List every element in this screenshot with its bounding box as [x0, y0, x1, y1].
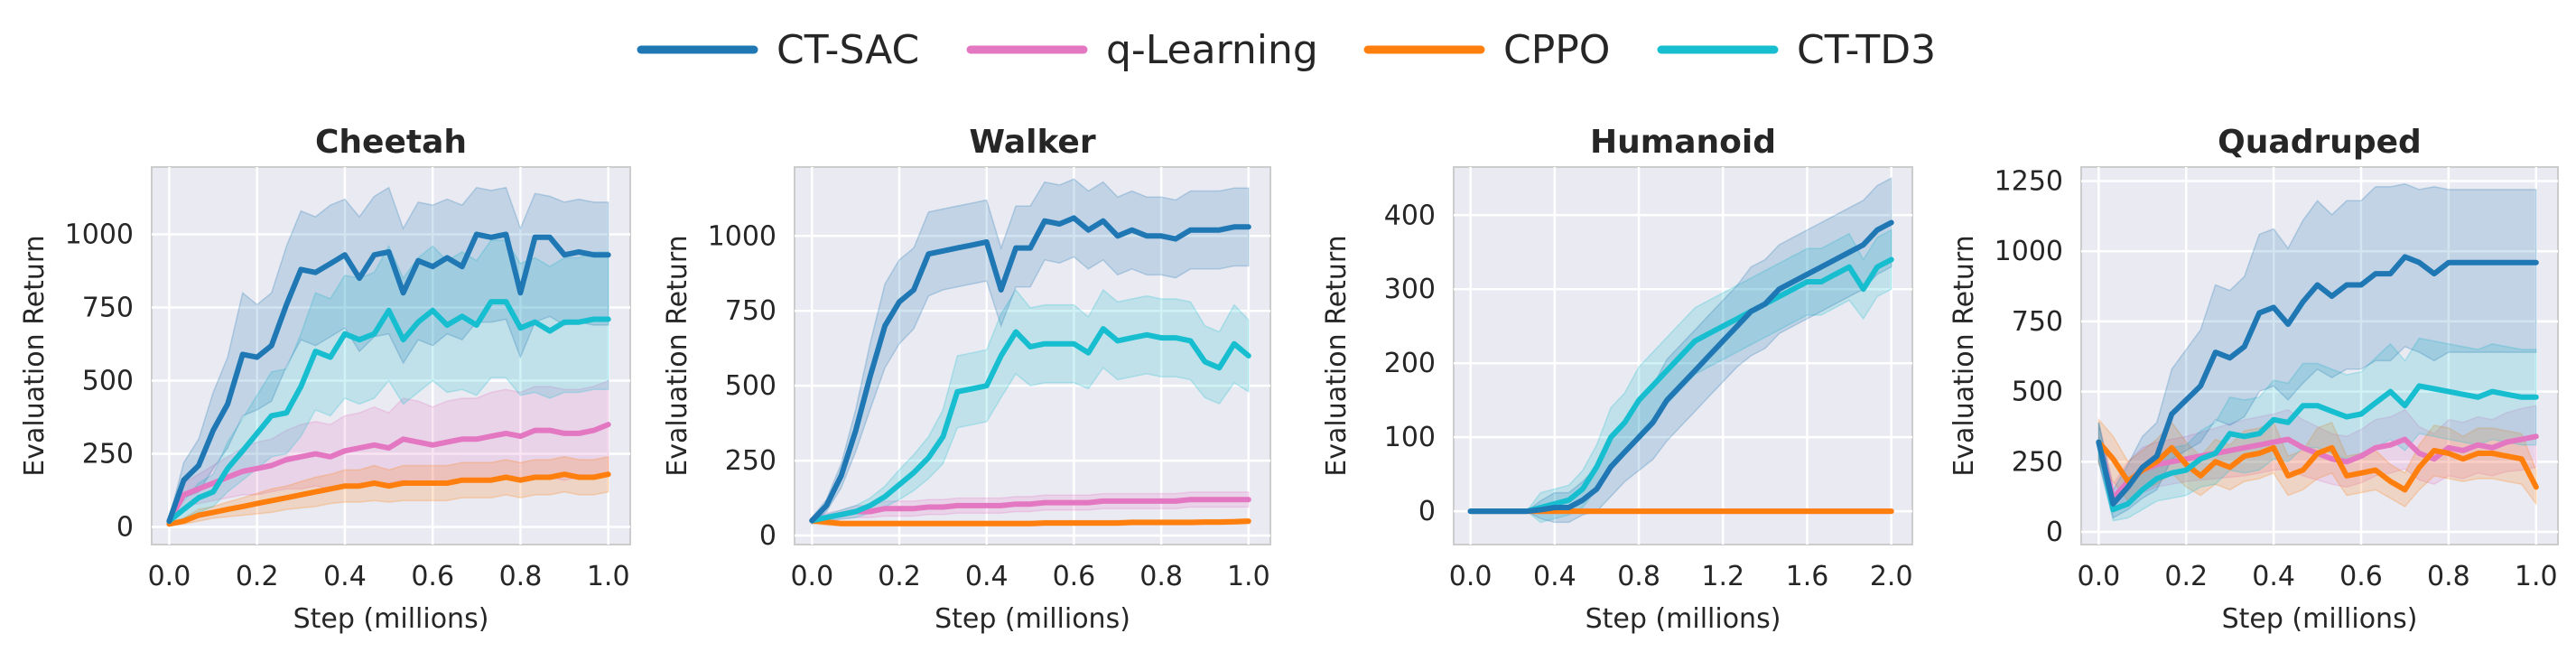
walker-x-tick-label: 1.0	[1227, 561, 1270, 592]
humanoid-x-tick-label: 0.8	[1617, 561, 1660, 592]
walker-x-axis-label: Step (millions)	[935, 603, 1130, 635]
quadruped-y-tick-label: 1000	[1995, 236, 2063, 267]
cheetah-plot-area	[151, 166, 631, 545]
quadruped-line-ct-td3	[2096, 383, 2539, 513]
cheetah-series-group	[166, 186, 611, 527]
humanoid-y-tick-label: 300	[1384, 274, 1436, 305]
quadruped-x-tick-label: 0.4	[2252, 561, 2295, 592]
humanoid-x-tick-label: 0.4	[1533, 561, 1576, 592]
humanoid-y-axis-label: Evaluation Return	[1321, 235, 1353, 476]
quadruped-y-tick-label: 0	[2046, 517, 2063, 548]
cheetah-y-tick-label: 250	[82, 439, 134, 470]
quadruped-x-tick-label: 0.0	[2078, 561, 2121, 592]
quadruped-y-axis-label: Evaluation Return	[1948, 235, 1980, 476]
panel-humanoid: 0.0 0.4 0.8 1.2 1.6 2.0 0 100 200 300 400 Humanoid S…	[1321, 124, 1913, 635]
quadruped-band-q-learning	[2097, 405, 2537, 514]
humanoid-y-tick-label: 200	[1384, 348, 1436, 379]
quadruped-x-tick-label: 0.8	[2427, 561, 2470, 592]
cheetah-band-ct-sac	[168, 186, 609, 525]
humanoid-x-axis-label: Step (millions)	[1586, 603, 1781, 635]
humanoid-x-tick-label: 1.2	[1701, 561, 1744, 592]
humanoid-x-tick-label: 0.0	[1449, 561, 1493, 592]
panel-quadruped: 0.0 0.2 0.4 0.6 0.8 1.0 0 250 500 750 1000 1250 Quad…	[1948, 124, 2559, 635]
cheetah-y-tick-label: 0	[116, 512, 134, 544]
walker-line-ct-sac	[809, 215, 1251, 524]
cheetah-x-axis-label: Step (millions)	[293, 603, 489, 635]
walker-line-q-learning	[809, 497, 1251, 524]
quadruped-line-ct-sac	[2096, 254, 2539, 507]
quadruped-plot-area	[2080, 166, 2559, 545]
cheetah-y-tick-label: 500	[82, 366, 134, 397]
walker-y-axis-label: Evaluation Return	[662, 235, 693, 476]
cheetah-band-ct-td3	[168, 239, 609, 526]
humanoid-title: Humanoid	[1590, 124, 1776, 161]
walker-x-tick-label: 0.8	[1139, 561, 1183, 592]
humanoid-y-tick-label: 400	[1384, 200, 1436, 231]
walker-series-group	[809, 178, 1251, 527]
panel-walker: 0.0 0.2 0.4 0.6 0.8 1.0 0 250 500 750 1000 Walker St…	[662, 124, 1271, 635]
quadruped-title: Quadruped	[2218, 124, 2422, 161]
legend: CT-SAC q-Learning CPPO CT-TD3	[637, 27, 1936, 73]
walker-x-tick-label: 0.2	[878, 561, 921, 592]
quadruped-y-tick-label: 1250	[1995, 166, 2063, 198]
walker-line-ct-td3	[809, 326, 1251, 524]
quadruped-line-cppo	[2096, 439, 2539, 493]
cheetah-line-q-learning	[166, 422, 611, 525]
cheetah-line-cppo	[166, 471, 611, 527]
walker-y-tick-label: 250	[725, 445, 777, 477]
cheetah-x-tick-label: 1.0	[587, 561, 630, 592]
humanoid-x-tick-label: 2.0	[1870, 561, 1913, 592]
legend-entry-ct-td3: CT-TD3	[1657, 27, 1936, 73]
legend-label-ct-sac: CT-SAC	[777, 27, 919, 73]
cheetah-title: Cheetah	[315, 124, 467, 161]
walker-y-tick-label: 0	[759, 520, 777, 552]
walker-x-tick-label: 0.6	[1053, 561, 1096, 592]
quadruped-y-tick-label: 500	[2012, 377, 2063, 408]
quadruped-y-tick-label: 750	[2012, 306, 2063, 338]
walker-y-tick-label: 1000	[708, 220, 777, 252]
humanoid-x-tick-label: 1.6	[1786, 561, 1829, 592]
cheetah-y-axis-label: Evaluation Return	[19, 235, 51, 476]
humanoid-line-ct-sac	[1467, 219, 1894, 515]
walker-line-cppo	[809, 517, 1251, 526]
cheetah-line-ct-td3	[166, 299, 611, 525]
cheetah-x-tick-label: 0.4	[323, 561, 367, 592]
quadruped-series-group	[2096, 182, 2539, 522]
quadruped-band-cppo	[2097, 417, 2537, 508]
legend-label-ct-td3: CT-TD3	[1797, 27, 1936, 73]
humanoid-y-tick-label: 100	[1384, 422, 1436, 453]
cheetah-y-tick-label: 1000	[65, 219, 134, 251]
quadruped-x-tick-label: 1.0	[2515, 561, 2558, 592]
cheetah-x-tick-label: 0.2	[236, 561, 279, 592]
legend-label-cppo: CPPO	[1503, 27, 1610, 73]
cheetah-line-ct-sac	[166, 231, 611, 525]
legend-entry-cppo: CPPO	[1363, 27, 1610, 73]
cheetah-x-tick-label: 0.6	[411, 561, 454, 592]
quadruped-band-ct-td3	[2097, 337, 2537, 522]
walker-x-tick-label: 0.0	[790, 561, 833, 592]
cheetah-y-tick-label: 750	[82, 293, 134, 324]
humanoid-series-group	[1467, 177, 1894, 524]
walker-title: Walker	[969, 124, 1095, 161]
legend-label-q-learning: q-Learning	[1106, 27, 1318, 73]
quadruped-x-tick-label: 0.2	[2164, 561, 2208, 592]
cheetah-x-tick-label: 0.0	[148, 561, 191, 592]
panel-cheetah: 0.0 0.2 0.4 0.6 0.8 1.0 0 250 500 750 1000 Cheetah S…	[19, 124, 631, 635]
quadruped-x-axis-label: Step (millions)	[2222, 603, 2418, 635]
quadruped-x-tick-label: 0.6	[2339, 561, 2383, 592]
quadruped-y-tick-label: 250	[2012, 446, 2063, 478]
cheetah-band-cppo	[168, 455, 609, 526]
legend-entry-ct-sac: CT-SAC	[637, 27, 919, 73]
humanoid-y-tick-label: 0	[1418, 496, 1436, 527]
panels: 0.0 0.2 0.4 0.6 0.8 1.002505007501000CheetahS…	[19, 124, 2559, 635]
walker-y-tick-label: 500	[725, 370, 777, 402]
legend-entry-q-learning: q-Learning	[966, 27, 1318, 73]
walker-y-tick-label: 750	[725, 295, 777, 327]
cheetah-x-tick-label: 0.8	[499, 561, 543, 592]
walker-x-tick-label: 0.4	[965, 561, 1009, 592]
